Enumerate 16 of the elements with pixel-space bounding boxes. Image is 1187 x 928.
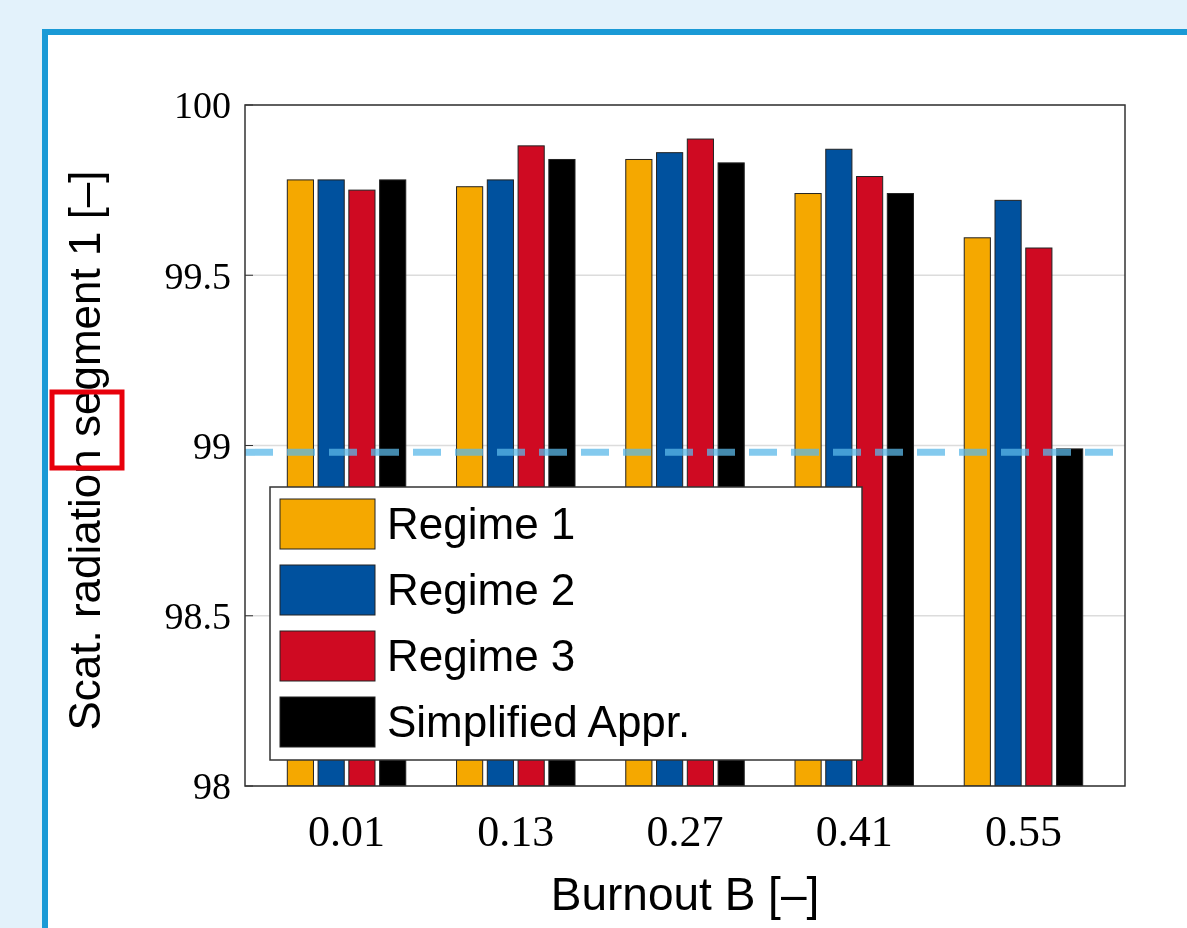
x-tick-label: 0.27 — [646, 807, 724, 856]
x-tick-label: 0.55 — [984, 807, 1062, 856]
y-tick-label: 99 — [193, 424, 231, 467]
y-tick-label: 98.5 — [164, 595, 231, 638]
legend-label: Simplified Appr. — [387, 697, 691, 747]
y-tick-label: 100 — [174, 84, 231, 127]
legend-label: Regime 2 — [387, 565, 576, 615]
y-tick-label: 99.5 — [164, 254, 231, 297]
y-axis-title: Scat. radiation segment 1 [–] — [60, 170, 109, 731]
x-tick-label: 0.41 — [815, 807, 893, 856]
legend-label: Regime 3 — [387, 631, 576, 681]
x-axis-title: Burnout B [–] — [550, 868, 820, 920]
x-tick-label: 0.13 — [477, 807, 555, 856]
y-tick-label: 98 — [193, 765, 231, 808]
legend-label: Regime 1 — [387, 499, 576, 549]
x-tick-label: 0.01 — [308, 807, 386, 856]
